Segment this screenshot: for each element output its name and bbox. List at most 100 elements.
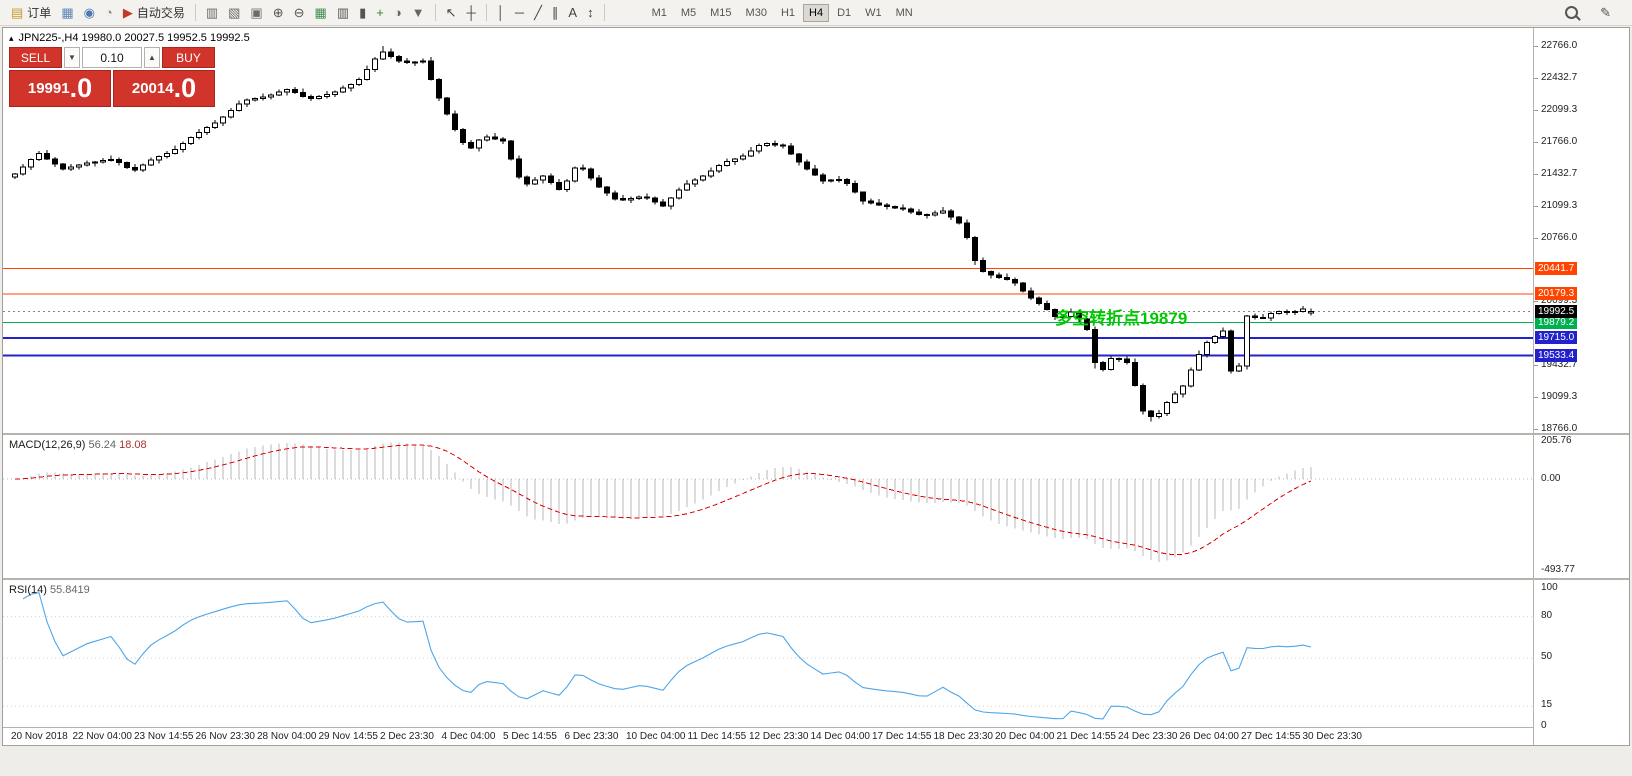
- volume-dropdown-button[interactable]: ▼: [64, 47, 80, 68]
- level-price-badge: 19533.4: [1535, 348, 1578, 362]
- one-click-price-row: 19991 .0 20014 .0: [9, 70, 215, 107]
- scale-tick: [1534, 173, 1538, 175]
- toolbar-right-group: ✎: [1560, 3, 1626, 22]
- timeframe-m5-button[interactable]: M5: [675, 4, 702, 22]
- timeframe-m1-button[interactable]: M1: [646, 4, 673, 22]
- chart-menu-icon[interactable]: ▴: [9, 32, 14, 43]
- timeframe-m30-button[interactable]: M30: [740, 4, 773, 22]
- timeframe-m15-button[interactable]: M15: [704, 4, 737, 22]
- new-chart-icon: ▥: [205, 5, 219, 20]
- zoom-out-button[interactable]: ⊖: [289, 3, 310, 22]
- channel-tool-button[interactable]: ∥: [547, 3, 564, 22]
- rsi-name: RSI(14): [9, 584, 47, 596]
- autotrading-button[interactable]: ▶ 自动交易: [118, 1, 190, 24]
- price-scale-label: 19099.3: [1541, 391, 1578, 403]
- new-chart-button[interactable]: ▥: [201, 3, 223, 22]
- vertical-line-tool-button[interactable]: │: [492, 3, 510, 22]
- periods-button[interactable]: ◑: [389, 3, 407, 22]
- time-axis-label: 5 Dec 14:55: [503, 731, 557, 742]
- candlestick-type-button[interactable]: ▮: [354, 3, 371, 22]
- navigator-icon: ◉: [83, 5, 95, 20]
- timeframe-mn-button[interactable]: MN: [890, 4, 919, 22]
- price-chart-svg: [3, 46, 1533, 422]
- time-axis-label: 30 Dec 23:30: [1302, 731, 1363, 742]
- price-scale[interactable]: 22766.0 22432.7 22099.3 21766.0 21432.7 21099…: [1533, 28, 1629, 745]
- time-scale[interactable]: 20 Nov 2018 22 Nov 04:00 23 Nov 14:55 26 No…: [3, 727, 1533, 745]
- toolbar-separator: [603, 4, 605, 21]
- chart-title: ▴ JPN225-,H4 19980.0 20027.5 19952.5 199…: [9, 32, 250, 44]
- buy-price-button[interactable]: 20014 .0: [113, 70, 215, 107]
- timeframe-w1-button[interactable]: W1: [859, 4, 888, 22]
- help-button[interactable]: ◔: [100, 3, 118, 22]
- timeframe-h1-button[interactable]: H1: [775, 4, 801, 22]
- new-order-button[interactable]: ▤ 订单: [6, 1, 56, 24]
- new-order-label: 订单: [27, 6, 52, 20]
- chart-window: ▴ JPN225-,H4 19980.0 20027.5 19952.5 199…: [2, 27, 1630, 746]
- timeframe-d1-button[interactable]: D1: [831, 4, 857, 22]
- rsi-label: RSI(14) 55.8419: [9, 584, 90, 596]
- rsi-scale-label: 80: [1541, 609, 1553, 621]
- price-scale-label: 22766.0: [1541, 40, 1578, 51]
- scale-tick: [1534, 365, 1538, 367]
- scale-tick: [1534, 429, 1538, 431]
- macd-chart-svg: [3, 442, 1533, 562]
- toolbar-separator: [485, 4, 487, 21]
- symbol-search-button[interactable]: [1560, 3, 1583, 22]
- trendline-tool-button[interactable]: ╱: [529, 3, 547, 22]
- chart-plot[interactable]: ▴ JPN225-,H4 19980.0 20027.5 19952.5 199…: [3, 28, 1533, 745]
- time-axis-label: 18 Dec 23:30: [933, 731, 994, 742]
- timeframe-group: M1 M5 M15 M30 H1 H4 D1 W1 MN: [646, 3, 919, 22]
- rsi-scale-label: 100: [1541, 582, 1558, 593]
- toolbar-separator: [194, 4, 196, 21]
- templates-dropdown-button[interactable]: ▼: [407, 3, 430, 22]
- one-click-top-row: SELL ▼ ▲ BUY: [9, 47, 215, 68]
- volume-input[interactable]: [82, 47, 142, 68]
- price-scale-label: 20766.0: [1541, 231, 1578, 243]
- time-axis-label: 17 Dec 14:55: [872, 731, 932, 742]
- scale-tick: [1534, 77, 1538, 79]
- quick-edit-button[interactable]: ✎: [1595, 3, 1616, 22]
- crosshair-icon: ┼: [466, 5, 476, 20]
- text-tool-button[interactable]: A: [563, 3, 582, 22]
- scale-tick: [1534, 109, 1538, 111]
- time-axis-label: 4 Dec 04:00: [441, 731, 496, 742]
- rsi-chart-svg: [3, 592, 1533, 720]
- scale-tick: [1534, 237, 1538, 239]
- tile-windows-button[interactable]: ▦: [310, 3, 332, 22]
- buy-button[interactable]: BUY: [162, 47, 215, 68]
- price-scale-label: 21099.3: [1541, 199, 1578, 211]
- macd-label: MACD(12,26,9) 56.24 18.08: [9, 439, 147, 451]
- buy-price-fraction: .0: [173, 73, 197, 103]
- chart-window-button[interactable]: ▦: [56, 3, 78, 22]
- time-axis-label: 12 Dec 23:30: [749, 731, 809, 742]
- current-price-badge: 19992.5: [1535, 304, 1578, 318]
- zoom-in-button[interactable]: ⊕: [268, 3, 289, 22]
- indicators-add-button[interactable]: +: [371, 3, 389, 22]
- sell-price-button[interactable]: 19991 .0: [9, 70, 111, 107]
- time-axis-label: 22 Nov 04:00: [72, 731, 133, 742]
- sell-button[interactable]: SELL: [9, 47, 62, 68]
- time-axis-label: 11 Dec 14:55: [687, 731, 747, 742]
- pane-separator-rsi[interactable]: [3, 578, 1629, 580]
- profiles-button[interactable]: ▧: [223, 3, 245, 22]
- volume-up-button[interactable]: ▲: [144, 47, 160, 68]
- price-scale-label: 22432.7: [1541, 71, 1578, 83]
- horizontal-line-tool-icon: ─: [514, 5, 525, 20]
- cursor-button[interactable]: ↖: [441, 3, 462, 22]
- scale-tick: [1534, 46, 1538, 47]
- timeframe-h4-button[interactable]: H4: [803, 3, 830, 22]
- price-scale-label: 19432.7: [1541, 359, 1578, 371]
- trendline-tool-icon: ╱: [534, 5, 542, 20]
- chart-title-text: JPN225-,H4 19980.0 20027.5 19952.5 19992…: [18, 32, 250, 44]
- navigator-button[interactable]: ◉: [79, 3, 100, 22]
- crosshair-button[interactable]: ┼: [462, 3, 481, 22]
- cascade-windows-button[interactable]: ▣: [245, 3, 267, 22]
- text-tool-icon: A: [568, 5, 578, 20]
- time-axis-label: 20 Nov 2018: [11, 731, 68, 742]
- rsi-scale-label: 15: [1541, 699, 1553, 711]
- horizontal-line-tool-button[interactable]: ─: [510, 3, 529, 22]
- arrows-tool-button[interactable]: ↕: [582, 3, 599, 22]
- pane-separator-macd[interactable]: [3, 433, 1629, 435]
- bar-chart-type-button[interactable]: ▥: [332, 3, 354, 22]
- level-price-badge: 20179.3: [1535, 286, 1578, 300]
